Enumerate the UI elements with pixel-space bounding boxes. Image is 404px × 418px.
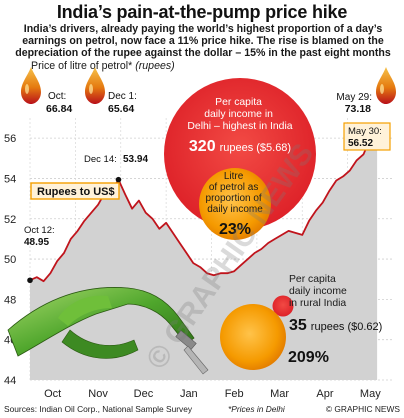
- oil-drop-icon: [85, 67, 105, 104]
- price-axis-label: Price of litre of petrol* (rupees): [31, 60, 175, 72]
- series-line: [29, 127, 378, 283]
- drop-label-oct-date: Oct:: [48, 91, 66, 102]
- drop-label-oct: Oct: 66.84: [46, 91, 72, 115]
- price-unit-text: (rupees): [135, 60, 175, 72]
- drop-label-oct-value: 66.84: [46, 103, 72, 115]
- rural-income-bubble: Per capita daily income in rural India 3…: [272, 274, 382, 334]
- page-title: India’s pain-at-the-pump price hike: [56, 2, 348, 22]
- x-tick-label: Apr: [316, 388, 333, 400]
- drop-label-may29-date: May 29:: [336, 92, 372, 103]
- rural-proportion-bubble: 209%: [220, 304, 329, 370]
- drop-label-may29: May 29: 73.18: [336, 92, 372, 115]
- delhi-income-value: 320 rupees ($5.68): [189, 138, 291, 155]
- rural-income-value: 35 rupees ($0.62): [289, 317, 382, 334]
- drop-label-dec1-value: 65.64: [108, 103, 134, 115]
- series-line-path: [29, 127, 378, 283]
- petrol-proportion-value: 23%: [219, 221, 251, 238]
- x-tick-label: Oct: [44, 388, 61, 400]
- x-tick-labels: Oct Nov Dec Jan Feb Mar Apr May: [44, 388, 381, 400]
- drop-label-may29-value: 73.18: [345, 103, 371, 115]
- y-tick-label: 54: [4, 173, 16, 185]
- y-tick-label: 48: [4, 294, 16, 306]
- annotation-dec14-value: 53.94: [123, 154, 148, 165]
- y-tick-label: 52: [4, 214, 16, 226]
- x-tick-label: Dec: [134, 388, 154, 400]
- price-label-text: Price of litre of petrol*: [31, 60, 133, 72]
- delhi-income-text: Per capita daily income in Delhi – highe…: [187, 97, 292, 132]
- x-tick-label: Jan: [180, 388, 198, 400]
- x-tick-label: Mar: [270, 388, 289, 400]
- x-tick-label: Feb: [225, 388, 244, 400]
- rural-income-text: Per capita daily income in rural India: [289, 274, 350, 309]
- petrol-proportion-bubble: Litre of petrol as proportion of daily i…: [199, 168, 271, 240]
- petrol-pump-nozzle-icon: [7, 287, 209, 375]
- drop-label-dec1-date: Dec 1:: [108, 91, 137, 102]
- series-tag: Rupees to US$: [30, 182, 120, 200]
- annotated-point: [27, 277, 33, 284]
- x-tick-label: May: [360, 388, 381, 400]
- annotation-oct12: Oct 12: 48.95: [24, 225, 55, 248]
- drop-label-dec1: Dec 1: 65.64: [108, 91, 137, 115]
- x-tick-label: Nov: [88, 388, 108, 400]
- footer-sources: Sources: Indian Oil Corp., National Samp…: [4, 404, 193, 414]
- subtitle: India’s drivers, already paying the worl…: [15, 23, 391, 60]
- oil-drop-icon: [376, 67, 396, 104]
- y-tick-label: 50: [4, 254, 16, 266]
- petrol-proportion-text: Litre of petrol as proportion of daily i…: [206, 171, 265, 215]
- annotation-dec14-label: Dec 14:: [84, 154, 117, 165]
- annotation-dec14: Dec 14: 53.94: [84, 154, 148, 165]
- annotation-may30-label: May 30:: [348, 126, 382, 137]
- annotation-may30-value: 56.52: [348, 138, 373, 149]
- y-tick-label: 56: [4, 133, 16, 145]
- annotated-point: [115, 176, 122, 183]
- oil-drop-icon: [21, 67, 41, 104]
- annotation-oct12-label: Oct 12:: [24, 225, 55, 236]
- footer-note: *Prices in Delhi: [228, 404, 285, 414]
- rural-proportion-value: 209%: [288, 349, 329, 366]
- annotation-oct12-value: 48.95: [24, 237, 49, 248]
- footer-credit: © GRAPHIC NEWS: [325, 404, 400, 414]
- y-tick-label: 44: [4, 375, 16, 387]
- series-tag-label: Rupees to US$: [37, 186, 115, 198]
- annotation-may30: May 30: 56.52: [343, 122, 391, 151]
